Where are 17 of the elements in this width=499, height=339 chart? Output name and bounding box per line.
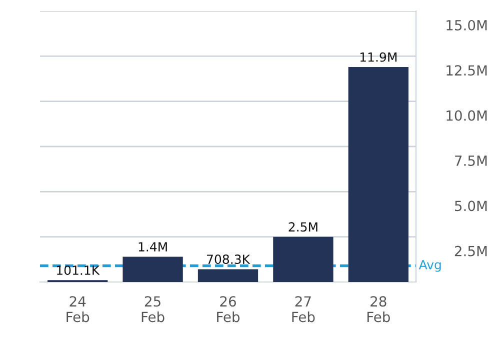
- x-tick-label: 28 Feb: [367, 296, 390, 322]
- data-label: 2.5M: [288, 222, 318, 232]
- y-tick-label: 7.5M: [455, 156, 487, 166]
- x-tick-label: 25 Feb: [142, 296, 164, 322]
- x-tick-label: 24 Feb: [66, 296, 90, 322]
- data-label: 708.3K: [207, 254, 250, 264]
- x-tick-label: 27 Feb: [292, 296, 315, 322]
- data-label: 101.1K: [56, 266, 100, 275]
- data-label: 11.9M: [360, 52, 396, 62]
- y-tick-label: 15.0M: [446, 20, 487, 30]
- data-label: 1.4M: [138, 242, 167, 252]
- y-tick-label: 10.0M: [446, 110, 487, 121]
- ref-line-label: Avg: [418, 260, 441, 272]
- y-tick-label: 2.5M: [454, 246, 487, 256]
- x-tick-label: 26 Feb: [217, 296, 240, 322]
- y-tick-label: 12.5M: [446, 65, 487, 76]
- y-tick-label: 5.0M: [455, 200, 487, 212]
